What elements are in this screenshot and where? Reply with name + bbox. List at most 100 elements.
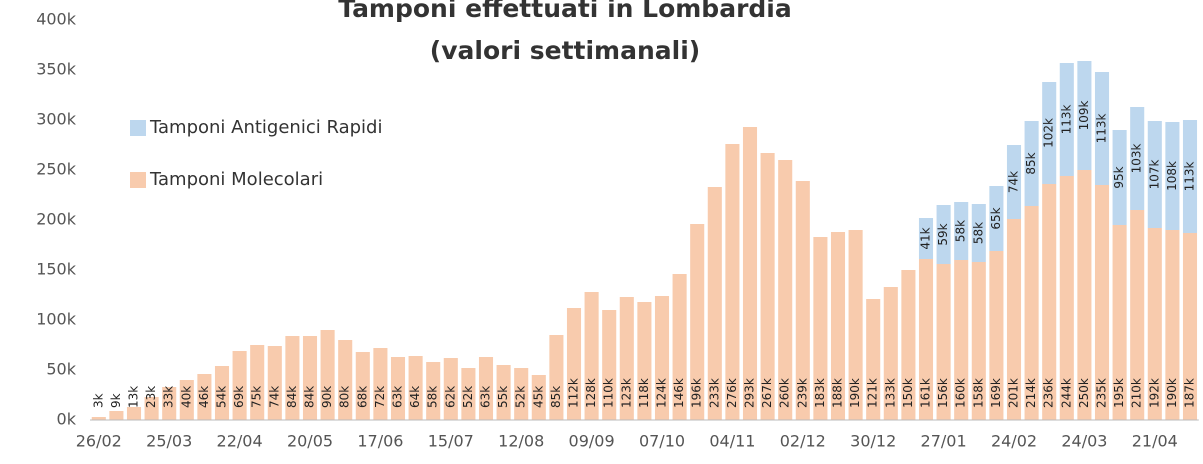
value-label: 169k — [989, 378, 1003, 408]
value-label: 40k — [179, 386, 193, 408]
value-label: 233k — [707, 378, 721, 408]
value-label: 72k — [373, 386, 387, 408]
bar-segment — [602, 310, 617, 420]
bar-segment — [918, 218, 934, 259]
value-label: 84k — [303, 386, 317, 408]
bar-segment — [760, 153, 775, 420]
bar-segment — [795, 181, 810, 420]
value-label: 160k — [954, 378, 968, 408]
value-label: 58k — [971, 222, 985, 244]
legend-swatch — [130, 120, 146, 136]
y-tick-label: 250k — [36, 160, 77, 179]
bar-segment — [267, 346, 282, 420]
bar-segment — [1130, 210, 1145, 420]
bar-segment — [936, 205, 951, 264]
x-tick-label: 24/02 — [991, 432, 1037, 451]
value-label: 244k — [1059, 378, 1073, 408]
x-tick-label: 02/12 — [780, 432, 826, 451]
bar-segment — [1165, 230, 1180, 420]
value-label: 195k — [1112, 378, 1126, 408]
value-label: 59k — [936, 223, 950, 245]
y-tick-label: 150k — [36, 260, 77, 279]
value-label: 90k — [320, 386, 334, 408]
chart-title: Tamponi effettuati in Lombardia — [338, 0, 792, 23]
bar-segment — [1112, 130, 1127, 225]
value-label: 235k — [1095, 378, 1109, 408]
x-tick-label: 30/12 — [850, 432, 896, 451]
bar-segment — [954, 260, 969, 420]
value-label: 201k — [1007, 378, 1021, 408]
bar-segment — [725, 144, 740, 420]
y-tick-label: 350k — [36, 60, 77, 79]
value-label: 85k — [1024, 152, 1038, 174]
bar-segment — [214, 366, 230, 420]
bar-segment — [637, 302, 652, 420]
legend-swatch — [130, 172, 146, 188]
bar-segment — [162, 387, 177, 420]
value-label: 107k — [1147, 160, 1161, 190]
value-label: 65k — [989, 207, 1003, 229]
bar-segment — [338, 340, 353, 420]
bar-segment — [672, 274, 687, 420]
bar-segment — [250, 345, 265, 420]
bar-segment — [1077, 170, 1092, 420]
bar-segment — [1024, 206, 1039, 420]
value-label: 55k — [496, 386, 510, 408]
value-label: 276k — [725, 378, 739, 408]
value-label: 187k — [1183, 378, 1197, 408]
value-label: 64k — [408, 386, 422, 408]
value-label: 108k — [1165, 161, 1179, 191]
value-label: 190k — [848, 378, 862, 408]
value-label: 58k — [954, 220, 968, 242]
bar-segment — [443, 358, 458, 420]
x-tick-label: 21/04 — [1132, 432, 1178, 451]
value-label: 260k — [778, 378, 792, 408]
bar-segment — [1006, 219, 1022, 420]
bar-segment — [971, 262, 986, 420]
bar-segment — [109, 411, 124, 420]
bar-segment — [1042, 82, 1057, 184]
bar-segment — [954, 202, 969, 260]
bar-segment — [848, 230, 863, 420]
value-label: 128k — [584, 378, 598, 408]
x-tick-label: 20/05 — [287, 432, 333, 451]
value-label: 214k — [1024, 378, 1038, 408]
value-label: 63k — [391, 386, 405, 408]
bar-segment — [285, 336, 300, 420]
value-label: 293k — [743, 378, 757, 408]
value-label: 46k — [197, 386, 211, 408]
bar-segment — [1059, 176, 1074, 420]
bar-segment — [426, 362, 441, 420]
value-label: 95k — [1112, 166, 1126, 188]
bar-segment — [1059, 63, 1074, 176]
x-tick-label: 24/03 — [1061, 432, 1107, 451]
value-label: 102k — [1042, 118, 1056, 148]
bar-segment — [390, 357, 406, 420]
bar-segment — [144, 397, 159, 420]
bar-segment — [1006, 145, 1022, 219]
bar-segment — [1165, 122, 1180, 230]
value-label: 183k — [813, 378, 827, 408]
value-label: 109k — [1077, 101, 1091, 131]
bar-segment — [531, 375, 546, 420]
y-tick-label: 400k — [36, 10, 77, 29]
bar-segment — [778, 160, 793, 420]
bar-segment — [320, 330, 335, 420]
bar-segment — [619, 297, 634, 420]
value-label: 192k — [1147, 378, 1161, 408]
bar-segment — [883, 287, 898, 420]
bar-segment — [654, 296, 670, 420]
value-label: 250k — [1077, 378, 1091, 408]
value-label: 161k — [919, 378, 933, 408]
bar-segment — [989, 251, 1004, 420]
bar-segment — [549, 335, 564, 420]
value-label: 41k — [919, 227, 933, 249]
value-label: 158k — [971, 378, 985, 408]
bar-segment — [373, 348, 388, 420]
value-label: 113k — [1059, 105, 1073, 135]
bar-segment — [179, 380, 194, 420]
x-tick-label: 22/04 — [217, 432, 263, 451]
bar-segment — [584, 292, 599, 420]
bar-segment — [989, 186, 1004, 251]
